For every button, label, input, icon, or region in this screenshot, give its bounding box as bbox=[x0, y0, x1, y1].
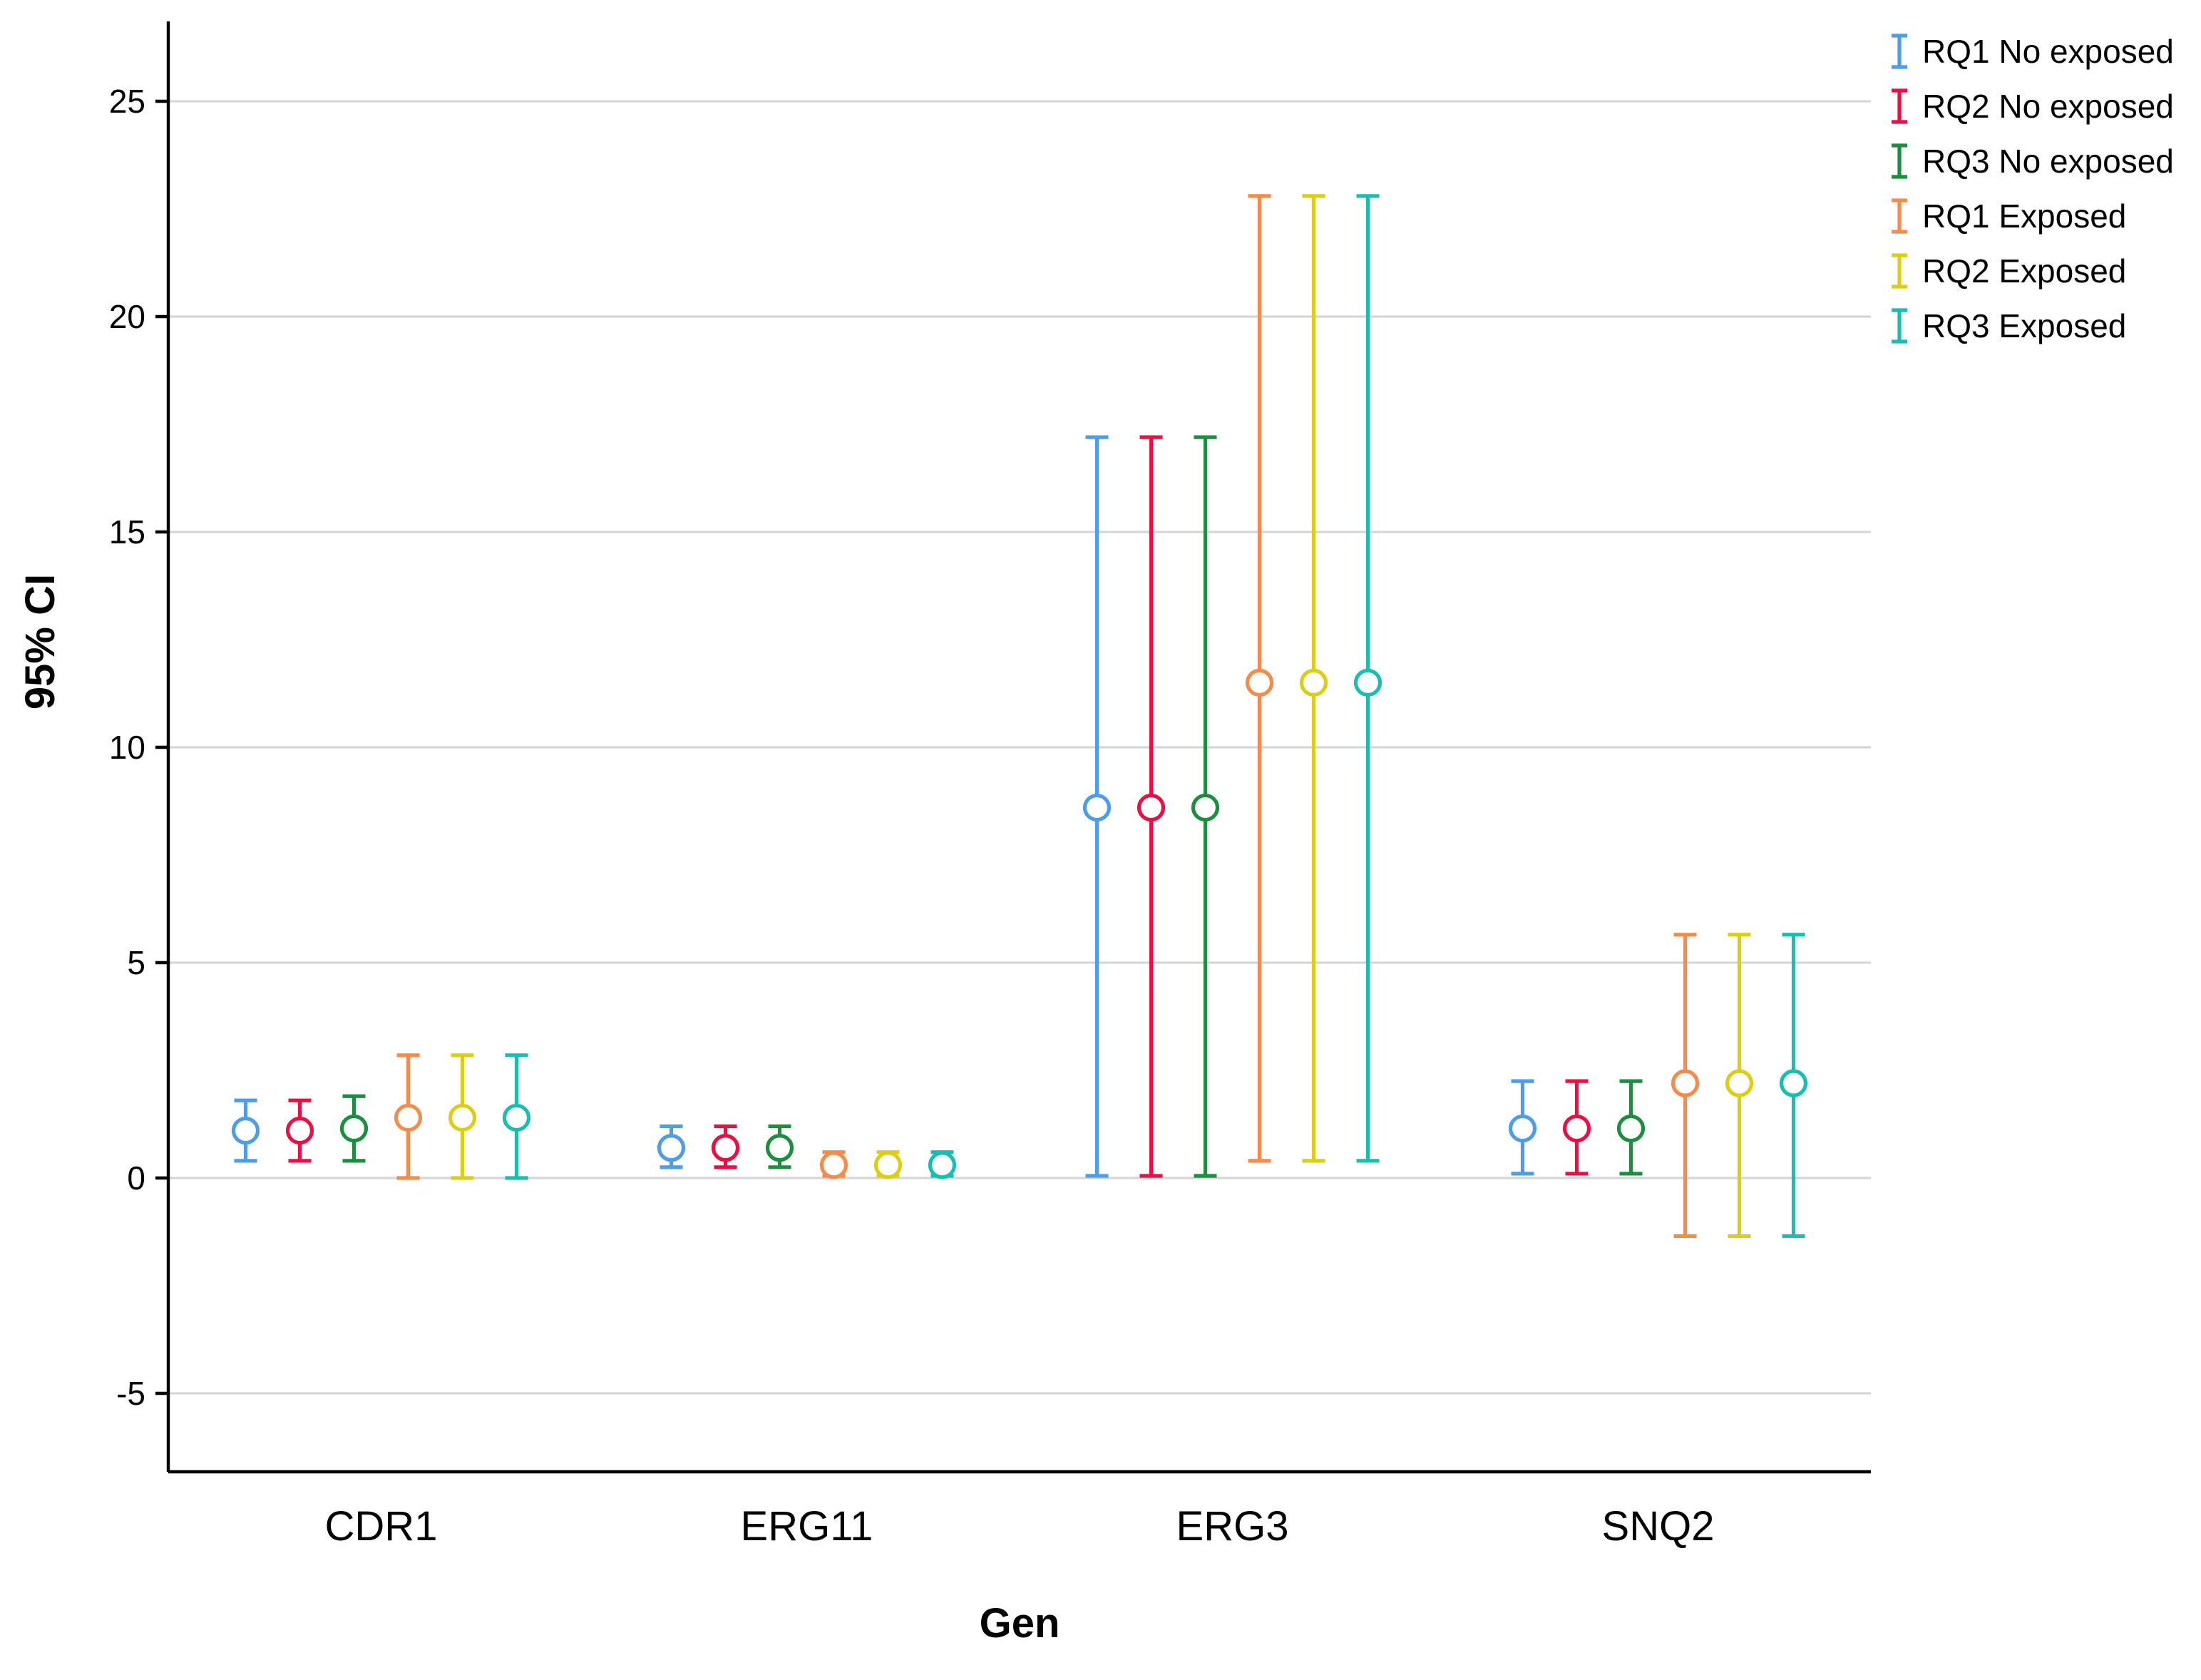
legend-item-rq3-exposed: RQ3 Exposed bbox=[1892, 307, 2126, 344]
mean-marker bbox=[502, 1103, 531, 1132]
series-rq2-exposed bbox=[448, 194, 1754, 1239]
legend-item-rq2-exposed: RQ2 Exposed bbox=[1892, 252, 2126, 290]
mean-marker bbox=[394, 1103, 423, 1132]
mean-marker bbox=[765, 1134, 794, 1162]
mean-marker bbox=[1299, 668, 1328, 697]
legend-label: RQ1 Exposed bbox=[1922, 198, 2126, 235]
legend-item-rq3-no-exposed: RQ3 No exposed bbox=[1892, 143, 2174, 180]
x-category-label: ERG11 bbox=[741, 1503, 873, 1550]
mean-marker bbox=[928, 1151, 957, 1179]
axes bbox=[155, 21, 1871, 1474]
mean-marker bbox=[1562, 1114, 1591, 1143]
y-tick-label: 0 bbox=[127, 1159, 145, 1197]
gridlines bbox=[168, 100, 1871, 1395]
legend-label: RQ1 No exposed bbox=[1922, 33, 2174, 70]
legend-item-rq2-no-exposed: RQ2 No exposed bbox=[1892, 88, 2174, 125]
series-rq1-exposed bbox=[394, 194, 1700, 1239]
series-rq1-no-exposed bbox=[231, 435, 1537, 1178]
y-axis-title: 95% CI bbox=[17, 574, 63, 710]
mean-marker bbox=[1725, 1069, 1754, 1097]
series-rq3-no-exposed bbox=[339, 435, 1646, 1178]
legend-label: RQ3 No exposed bbox=[1922, 143, 2174, 180]
mean-marker bbox=[231, 1116, 260, 1145]
x-category-label: CDR1 bbox=[325, 1503, 438, 1550]
mean-marker bbox=[1671, 1069, 1700, 1097]
mean-marker bbox=[1353, 668, 1382, 697]
mean-marker bbox=[1245, 668, 1274, 697]
mean-marker bbox=[873, 1151, 903, 1179]
y-tick-label: 10 bbox=[109, 729, 145, 766]
legend-item-rq1-no-exposed: RQ1 No exposed bbox=[1892, 33, 2174, 70]
y-tick-label: 5 bbox=[127, 944, 145, 981]
x-category-label: SNQ2 bbox=[1602, 1503, 1715, 1550]
mean-marker bbox=[657, 1134, 686, 1162]
legend-label: RQ3 Exposed bbox=[1922, 307, 2126, 344]
y-tick-label: -5 bbox=[116, 1375, 145, 1412]
mean-marker bbox=[711, 1134, 740, 1162]
legend-label: RQ2 No exposed bbox=[1922, 88, 2174, 125]
series-marks bbox=[231, 194, 1808, 1239]
y-tick-labels: -5 0 5 10 15 20 25 bbox=[109, 83, 145, 1412]
mean-marker bbox=[1508, 1114, 1537, 1143]
legend-item-rq1-exposed: RQ1 Exposed bbox=[1892, 198, 2126, 235]
legend-label: RQ2 Exposed bbox=[1922, 252, 2126, 290]
mean-marker bbox=[1137, 793, 1166, 822]
x-axis-title: Gen bbox=[980, 1600, 1060, 1646]
mean-marker bbox=[819, 1151, 848, 1179]
mean-marker bbox=[1191, 793, 1220, 822]
y-tick-label: 25 bbox=[109, 83, 145, 120]
legend: RQ1 No exposed RQ2 No exposed RQ3 No expos… bbox=[1892, 33, 2174, 344]
x-category-label: ERG3 bbox=[1176, 1503, 1289, 1550]
mean-marker bbox=[339, 1114, 369, 1143]
mean-marker bbox=[448, 1103, 477, 1132]
y-tick-label: 20 bbox=[109, 298, 145, 335]
mean-marker bbox=[1779, 1069, 1808, 1097]
y-tick-label: 15 bbox=[109, 513, 145, 550]
x-category-labels: CDR1 ERG11 ERG3 SNQ2 bbox=[325, 1503, 1715, 1550]
mean-marker bbox=[285, 1116, 314, 1145]
series-rq3-exposed bbox=[502, 194, 1808, 1239]
series-rq2-no-exposed bbox=[285, 435, 1591, 1178]
mean-marker bbox=[1616, 1114, 1646, 1143]
mean-marker bbox=[1082, 793, 1112, 822]
